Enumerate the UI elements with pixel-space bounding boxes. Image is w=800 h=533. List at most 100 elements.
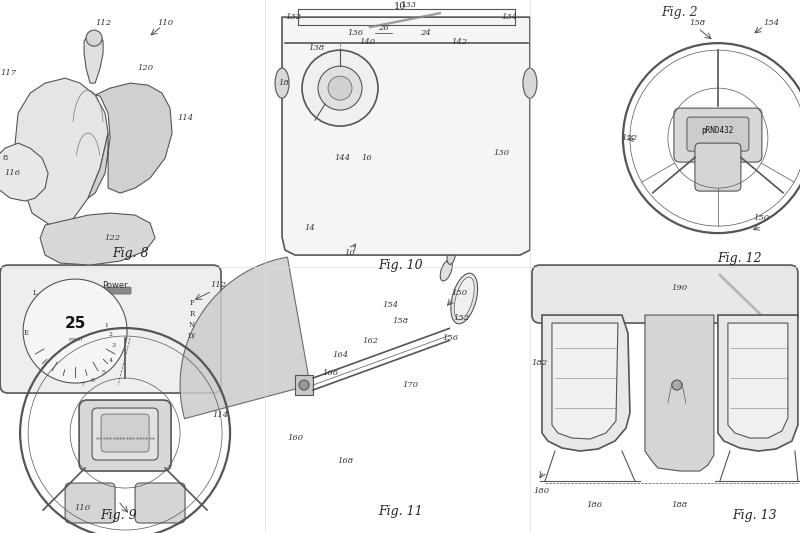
Circle shape xyxy=(299,380,309,390)
Polygon shape xyxy=(0,143,48,201)
Text: 130: 130 xyxy=(494,149,510,157)
FancyBboxPatch shape xyxy=(488,131,522,145)
Text: Fig. 13: Fig. 13 xyxy=(733,508,778,521)
Text: Fig. 12: Fig. 12 xyxy=(718,252,762,264)
Text: 112: 112 xyxy=(95,19,111,27)
Text: Fig. 9: Fig. 9 xyxy=(100,508,136,521)
Text: Fig. 10: Fig. 10 xyxy=(378,259,422,272)
FancyBboxPatch shape xyxy=(54,287,131,294)
Text: 6: 6 xyxy=(91,378,95,383)
Text: 158: 158 xyxy=(392,317,408,325)
Text: 186: 186 xyxy=(587,501,603,509)
Text: 133: 133 xyxy=(400,1,416,9)
FancyBboxPatch shape xyxy=(79,400,171,471)
Polygon shape xyxy=(15,78,108,225)
Text: Fig. 2: Fig. 2 xyxy=(662,6,698,19)
Text: 152: 152 xyxy=(622,134,638,142)
Text: 122: 122 xyxy=(104,234,120,242)
FancyBboxPatch shape xyxy=(65,483,115,523)
FancyBboxPatch shape xyxy=(300,27,515,43)
FancyBboxPatch shape xyxy=(135,483,185,523)
Text: 117: 117 xyxy=(0,69,16,77)
Text: 26: 26 xyxy=(378,24,388,32)
Text: 112: 112 xyxy=(210,281,226,289)
Text: Fig. 11: Fig. 11 xyxy=(378,505,422,518)
Text: E: E xyxy=(24,329,29,337)
Text: 3: 3 xyxy=(111,343,115,348)
Text: mph: mph xyxy=(68,336,82,342)
Ellipse shape xyxy=(454,277,474,320)
Text: 142: 142 xyxy=(452,38,468,46)
Text: 158: 158 xyxy=(690,19,706,27)
Text: 164: 164 xyxy=(332,351,348,359)
Polygon shape xyxy=(552,323,618,439)
Text: 150: 150 xyxy=(452,289,468,297)
FancyBboxPatch shape xyxy=(387,190,421,251)
Text: 7: 7 xyxy=(81,382,85,387)
Text: 10: 10 xyxy=(394,2,406,11)
Text: 18: 18 xyxy=(278,79,290,87)
Text: 190: 190 xyxy=(672,284,688,292)
Text: 136: 136 xyxy=(347,29,363,37)
Ellipse shape xyxy=(451,273,478,324)
Text: 10: 10 xyxy=(345,249,355,257)
Text: 144: 144 xyxy=(334,154,350,162)
Text: 154: 154 xyxy=(382,301,398,309)
FancyBboxPatch shape xyxy=(92,408,158,460)
Text: 24: 24 xyxy=(420,29,430,37)
FancyBboxPatch shape xyxy=(532,265,798,323)
Text: 168: 168 xyxy=(337,457,353,465)
Text: 2: 2 xyxy=(109,332,113,336)
Text: 8: 8 xyxy=(2,154,8,162)
Text: 182: 182 xyxy=(532,359,548,367)
Text: 134: 134 xyxy=(502,13,518,21)
Text: 166: 166 xyxy=(322,369,338,377)
Text: 25: 25 xyxy=(65,316,86,330)
Text: 1: 1 xyxy=(104,323,108,328)
Polygon shape xyxy=(84,33,103,83)
Text: 150: 150 xyxy=(754,214,770,222)
Polygon shape xyxy=(40,213,155,265)
Text: 110: 110 xyxy=(157,19,173,27)
FancyBboxPatch shape xyxy=(295,375,313,395)
Text: D/: D/ xyxy=(188,332,196,340)
Polygon shape xyxy=(180,257,310,419)
Text: pRND432: pRND432 xyxy=(702,126,734,135)
Ellipse shape xyxy=(275,68,289,98)
FancyBboxPatch shape xyxy=(674,108,762,162)
Text: 156: 156 xyxy=(442,334,458,342)
Text: 154: 154 xyxy=(764,19,780,27)
Ellipse shape xyxy=(523,68,537,98)
Text: 114: 114 xyxy=(177,114,193,122)
Text: 4: 4 xyxy=(109,358,113,362)
Text: P: P xyxy=(190,299,194,307)
Text: 114: 114 xyxy=(212,411,228,419)
Text: L: L xyxy=(33,289,38,297)
Polygon shape xyxy=(645,315,714,471)
Text: Fig. 8: Fig. 8 xyxy=(112,247,148,260)
FancyBboxPatch shape xyxy=(288,184,391,252)
FancyBboxPatch shape xyxy=(418,184,521,252)
FancyBboxPatch shape xyxy=(687,117,749,151)
Polygon shape xyxy=(728,323,788,438)
Text: 132: 132 xyxy=(285,13,301,21)
Circle shape xyxy=(302,50,378,126)
Text: 170: 170 xyxy=(402,381,418,389)
Circle shape xyxy=(23,279,127,383)
Ellipse shape xyxy=(440,260,452,281)
Polygon shape xyxy=(718,315,798,451)
Text: 138: 138 xyxy=(308,44,324,52)
Polygon shape xyxy=(282,17,530,255)
Polygon shape xyxy=(542,315,630,451)
Text: 120: 120 xyxy=(137,64,153,72)
FancyBboxPatch shape xyxy=(663,352,691,386)
Circle shape xyxy=(318,66,362,110)
Text: 162: 162 xyxy=(362,337,378,345)
Text: R: R xyxy=(190,310,194,318)
FancyBboxPatch shape xyxy=(101,414,149,452)
Ellipse shape xyxy=(447,247,455,264)
Text: 140: 140 xyxy=(359,38,375,46)
Text: N: N xyxy=(189,321,195,329)
Text: 110: 110 xyxy=(74,504,90,512)
Text: 188: 188 xyxy=(672,501,688,509)
